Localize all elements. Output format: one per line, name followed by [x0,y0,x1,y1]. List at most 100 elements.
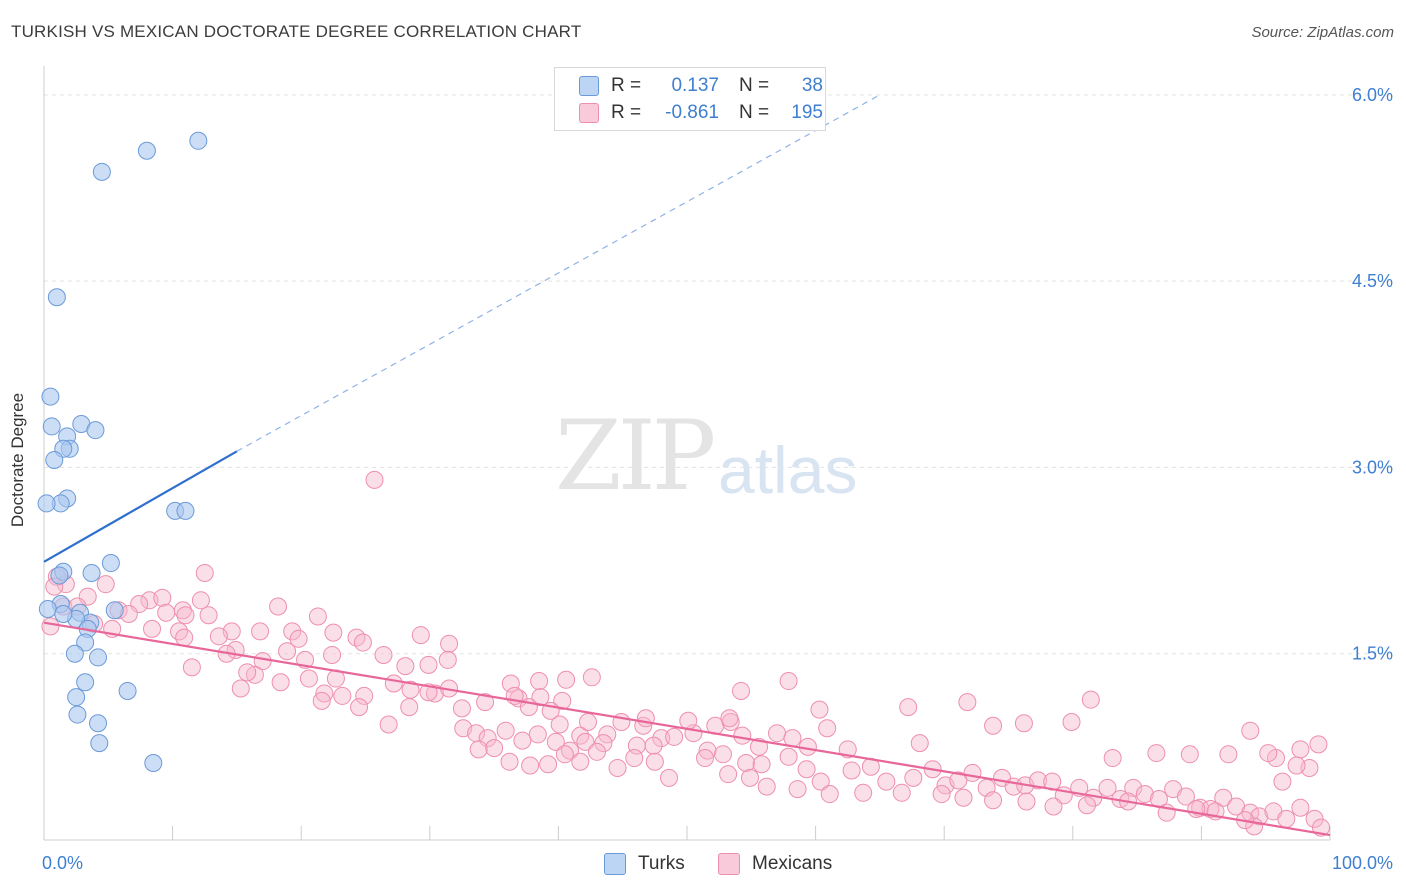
turks-legend-label: Turks [638,853,685,874]
legend-turks-r-value: 0.137 [671,75,719,96]
mexicans-point [333,686,352,705]
mexicans-point [608,758,627,777]
mexicans-point [582,668,601,687]
mexicans-point [741,768,760,787]
mexicans-point [500,752,519,771]
turks-point [86,421,105,440]
mexicans-point [323,645,342,664]
mexicans-point [645,752,664,771]
turks-point [92,162,111,181]
turks-point [50,566,69,585]
mexicans-legend-swatch [718,853,740,875]
mexicans-point [41,617,60,636]
mexicans-point [353,633,372,652]
mexicans-swatch [579,103,599,123]
mexicans-point [251,622,270,641]
mexicans-point [733,726,752,745]
mexicans-point [810,700,829,719]
mexicans-point [1017,792,1036,811]
mexicans-point [1259,744,1278,763]
turks-point [37,494,56,513]
mexicans-point [555,745,574,764]
mexicans-point [757,777,776,796]
mexicans-point [365,470,384,489]
mexicans-point [438,650,457,669]
mexicans-point [182,658,201,677]
turks-point [76,673,95,692]
mexicans-point [779,672,798,691]
mexicans-point [350,698,369,717]
legend-turks-r-label: R = [611,75,642,96]
turks-point [176,501,195,520]
turks-point [82,563,101,582]
turks-point [45,450,64,469]
turks-point [90,734,109,753]
mexicans-point [271,673,290,692]
legend-mexicans-n-label: N = [739,102,770,123]
mexicans-point [528,725,547,744]
mexicans-point [176,606,195,625]
y-tick-label: 1.5% [1352,644,1393,664]
mexicans-point [598,725,617,744]
mexicans-point [396,657,415,676]
mexicans-point [644,736,663,755]
mexicans-point [1124,778,1143,797]
mexicans-point [411,626,430,645]
mexicans-point [578,713,597,732]
mexicans-point [1098,778,1117,797]
turks-point [89,648,108,667]
mexicans-point [732,681,751,700]
turks-point [76,633,95,652]
mexicans-point [910,734,929,753]
legend-mexicans-r-label: R = [611,102,642,123]
mexicans-point [324,623,343,642]
mexicans-point [904,768,923,787]
mexicans-point [530,672,549,691]
mexicans-point [485,739,504,758]
mexicans-point [143,619,162,638]
mexicans-point [652,729,671,748]
y-tick-label: 4.5% [1352,271,1393,291]
mexicans-point [854,783,873,802]
mexicans-point [355,686,374,705]
mexicans-point [374,645,393,664]
mexicans-point [954,788,973,807]
mexicans-point [1201,799,1220,818]
mexicans-point [440,634,459,653]
mexicans-point [788,780,807,799]
mexicans-point [1176,787,1195,806]
turks-point [42,417,61,436]
mexicans-point [238,663,257,682]
mexicans-point [157,603,176,622]
mexicans-point [625,749,644,768]
mexicans-point [209,627,228,646]
mexicans-point [1287,756,1306,775]
mexicans-point [877,772,896,791]
mexicans-point [659,768,678,787]
turks-point [118,681,137,700]
mexicans-point [679,711,698,730]
mexicans-point [779,747,798,766]
legend-turks-n-value: 38 [801,75,823,96]
mexicans-point [720,709,739,728]
mexicans-point [1180,745,1199,764]
mexicans-point [932,785,951,804]
turks-trendline [43,450,238,563]
mexicans-point [315,684,334,703]
source-label: Source: ZipAtlas.com [1251,24,1394,41]
mexicans-point [1291,740,1310,759]
legend-row-turks: R = 0.137 N = 38 [579,73,823,99]
mexicans-point [278,642,297,661]
turks-point [137,141,156,160]
mexicans-point [1250,807,1269,826]
mexicans-point [269,597,288,616]
mexicans-point [199,606,218,625]
mexicans-point [231,679,250,698]
mexicans-point [153,588,172,607]
watermark-atlas: atlas [718,433,858,507]
mexicans-point [513,731,532,750]
mexicans-point [899,698,918,717]
mexicans-point [797,760,816,779]
mexicans-point [557,670,576,689]
